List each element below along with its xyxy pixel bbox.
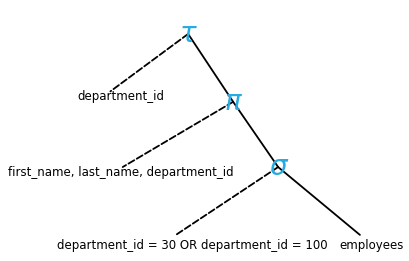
- Text: department_id: department_id: [78, 90, 165, 103]
- Text: π: π: [225, 88, 241, 116]
- Text: department_id = 30 OR department_id = 100: department_id = 30 OR department_id = 10…: [57, 239, 328, 252]
- Text: first_name, last_name, department_id: first_name, last_name, department_id: [8, 166, 234, 179]
- Text: τ: τ: [180, 20, 196, 48]
- Text: employees: employees: [339, 239, 404, 252]
- Text: σ: σ: [269, 153, 287, 181]
